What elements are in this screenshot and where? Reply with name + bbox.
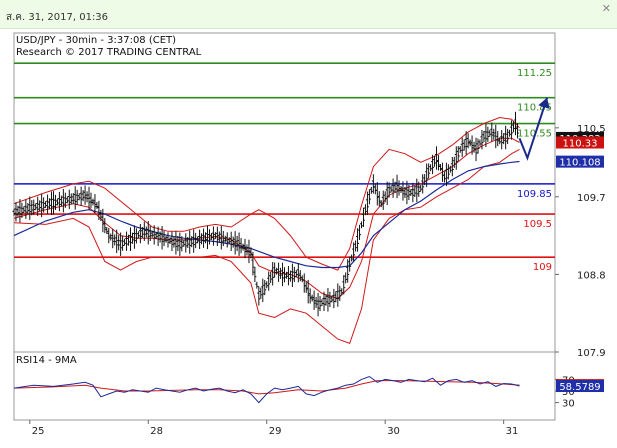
rsi-plot-frame	[13, 351, 556, 421]
band-upper-line	[13, 116, 520, 271]
price-badge-label-1: 110.33	[563, 138, 598, 149]
rsi-title: RSI14 - 9MA	[16, 355, 77, 366]
rsi-tick-label-1: 50	[562, 387, 575, 398]
level-label-1: 110.85	[517, 103, 552, 114]
rsi-tick-label-2: 30	[562, 399, 575, 410]
y-tick-label-0: 110.5	[577, 124, 606, 135]
y-tick-label-1: 109.7	[577, 193, 606, 204]
x-tick-label-4: 31	[506, 426, 519, 437]
x-tick-label-2: 29	[269, 426, 282, 437]
rsi-badge-1	[556, 380, 604, 393]
rsi-line	[13, 375, 520, 404]
x-tick-label-1: 28	[150, 426, 163, 437]
level-label-0: 111.25	[517, 68, 552, 79]
price-badge-2	[556, 155, 604, 168]
level-label-4: 109.5	[523, 219, 552, 230]
band-lower-line	[13, 148, 520, 345]
x-tick-label-3: 30	[387, 426, 400, 437]
timestamp-label: ส.ค. 31, 2017, 01:36	[6, 12, 109, 23]
chart-title: USD/JPY - 30min - 3:37:08 (CET)	[16, 35, 176, 46]
projection-line	[518, 97, 549, 161]
y-tick-label-3: 107.9	[577, 348, 606, 359]
level-label-3: 109.85	[517, 189, 552, 200]
rsi-badge-label-1: 58.5789	[559, 382, 600, 393]
timestamp-bar: ส.ค. 31, 2017, 01:36 ✕	[0, 0, 617, 29]
x-tick-label-0: 25	[32, 426, 45, 437]
close-icon[interactable]: ✕	[601, 2, 611, 15]
rsi-ma-line	[13, 380, 520, 395]
main-plot-frame	[13, 32, 556, 353]
level-label-5: 109	[533, 262, 552, 273]
chart-subtitle: Research © 2017 TRADING CENTRAL	[16, 47, 202, 58]
y-tick-label-2: 108.8	[577, 270, 606, 281]
price-badge-label-2: 110.108	[559, 158, 600, 169]
projection-arrowhead	[538, 97, 550, 110]
price-badge-1	[556, 136, 604, 149]
